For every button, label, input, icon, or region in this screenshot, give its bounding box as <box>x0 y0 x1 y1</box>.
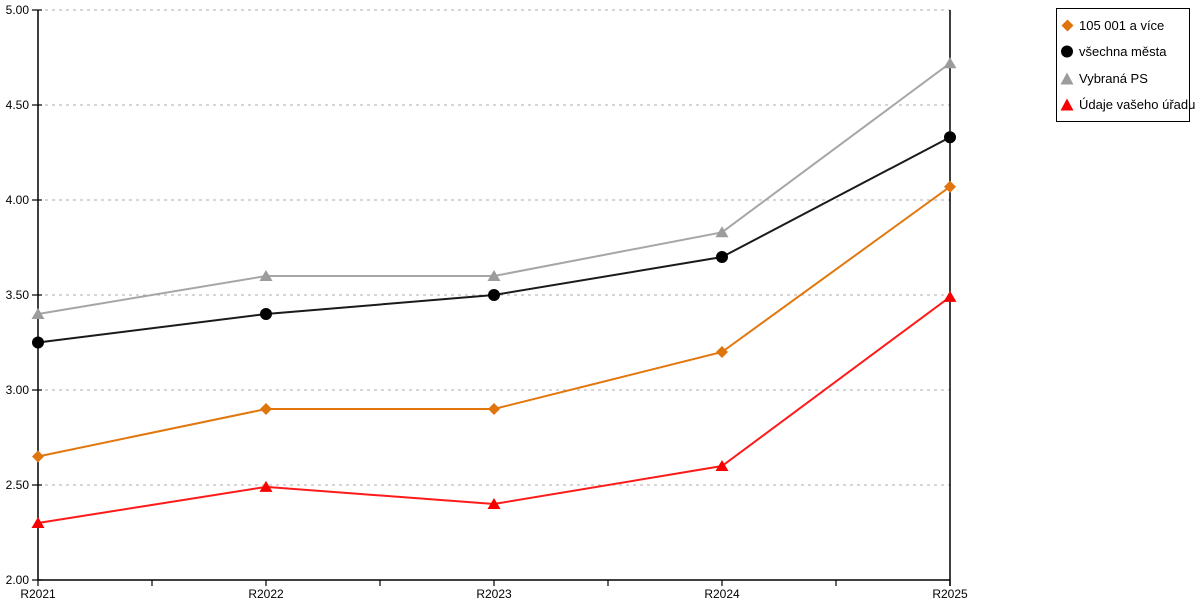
y-tick-label: 5.00 <box>6 3 30 17</box>
data-point-marker <box>487 270 501 281</box>
triangle-marker-icon <box>1060 98 1074 111</box>
data-point-marker <box>259 480 273 492</box>
x-tick-label: R2022 <box>248 587 284 600</box>
legend-label: Údaje vašeho úřadu <box>1079 97 1196 113</box>
chart-legend: 105 001 a více všechna města Vybraná PS … <box>1056 8 1195 122</box>
data-point-marker <box>32 336 44 349</box>
legend-item-vsechna-mesta: všechna města <box>1060 39 1186 65</box>
legend-label: 105 001 a více <box>1079 17 1165 33</box>
y-tick-label: 3.00 <box>6 383 30 397</box>
series-line-circle <box>37 136 951 344</box>
data-point-marker <box>715 226 729 238</box>
y-tick-label: 2.00 <box>6 573 30 587</box>
series-line-diamond <box>37 185 951 458</box>
data-point-marker <box>715 460 729 471</box>
legend-label: Vybraná PS <box>1079 70 1148 86</box>
diamond-marker-icon <box>1061 19 1074 32</box>
data-point-marker <box>943 57 957 69</box>
data-point-marker <box>32 450 44 463</box>
data-point-marker <box>488 403 500 415</box>
triangle-marker-icon <box>1060 72 1074 85</box>
x-tick-label: R2025 <box>932 587 968 600</box>
data-point-marker <box>944 180 956 193</box>
x-tick-label: R2023 <box>476 587 512 600</box>
legend-item-105-001-a-vice: 105 001 a více <box>1060 12 1186 38</box>
data-point-marker <box>31 308 45 319</box>
y-tick-label: 4.00 <box>6 193 30 207</box>
legend-item-vybrana-ps: Vybraná PS <box>1060 65 1186 91</box>
legend-label: všechna města <box>1079 44 1167 60</box>
data-point-marker <box>716 251 728 263</box>
data-point-marker <box>31 517 45 528</box>
x-tick-label: R2021 <box>20 587 56 600</box>
data-point-marker <box>260 403 272 415</box>
data-point-marker <box>488 289 500 301</box>
y-tick-label: 2.50 <box>6 478 30 492</box>
data-point-marker <box>259 270 273 281</box>
data-point-marker <box>260 308 272 320</box>
data-point-marker <box>944 131 956 144</box>
y-tick-label: 3.50 <box>6 288 30 302</box>
data-point-marker <box>716 346 728 358</box>
y-tick-label: 4.50 <box>6 98 30 112</box>
data-point-marker <box>487 498 501 509</box>
x-tick-label: R2024 <box>704 587 740 600</box>
circle-marker-icon <box>1061 45 1073 58</box>
data-point-marker <box>943 290 957 302</box>
legend-item-udaje-vaseho-uradu: Údaje vašeho úřadu <box>1060 92 1195 118</box>
